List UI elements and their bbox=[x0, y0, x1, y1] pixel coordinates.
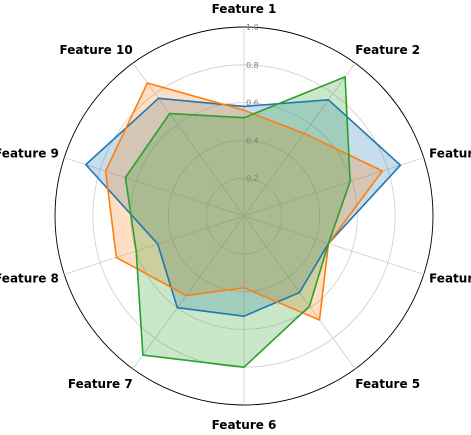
axis-label: Feature 6 bbox=[212, 418, 277, 432]
series-area-2 bbox=[105, 83, 383, 320]
series-layer bbox=[85, 76, 402, 369]
axis-label: Feature 5 bbox=[355, 377, 420, 391]
axis-spoke bbox=[64, 215, 245, 275]
axis-spoke bbox=[64, 157, 245, 217]
series-area-1 bbox=[85, 98, 401, 317]
axis-spoke bbox=[132, 215, 245, 370]
axis-label: Feature 7 bbox=[68, 377, 133, 391]
radial-tick-label: 0.2 bbox=[246, 174, 259, 183]
axis-spoke bbox=[243, 62, 356, 217]
axis-label: Feature 2 bbox=[355, 43, 420, 57]
axis-label: Feature 4 bbox=[429, 272, 471, 286]
axis-label: Feature 8 bbox=[0, 272, 59, 286]
series-line-2 bbox=[104, 82, 384, 321]
series-line-1 bbox=[85, 97, 402, 318]
radial-tick-label: 0.4 bbox=[246, 136, 259, 145]
axis-label: Feature 1 bbox=[212, 2, 277, 16]
series-line-3 bbox=[124, 76, 351, 369]
radial-tick-label: 0.6 bbox=[246, 99, 259, 108]
tick-layer: 0.2 0.4 0.6 0.8 1.0 bbox=[246, 23, 259, 183]
radial-tick-label: 0.8 bbox=[246, 61, 259, 70]
axis-label: Feature 10 bbox=[60, 43, 133, 57]
axis-label: Feature 9 bbox=[0, 146, 59, 160]
axis-spoke bbox=[243, 215, 424, 275]
axis-label: Feature 3 bbox=[429, 146, 471, 160]
axis-spoke bbox=[243, 157, 424, 217]
axis-spoke bbox=[132, 62, 245, 217]
radial-tick-label: 1.0 bbox=[246, 23, 259, 32]
